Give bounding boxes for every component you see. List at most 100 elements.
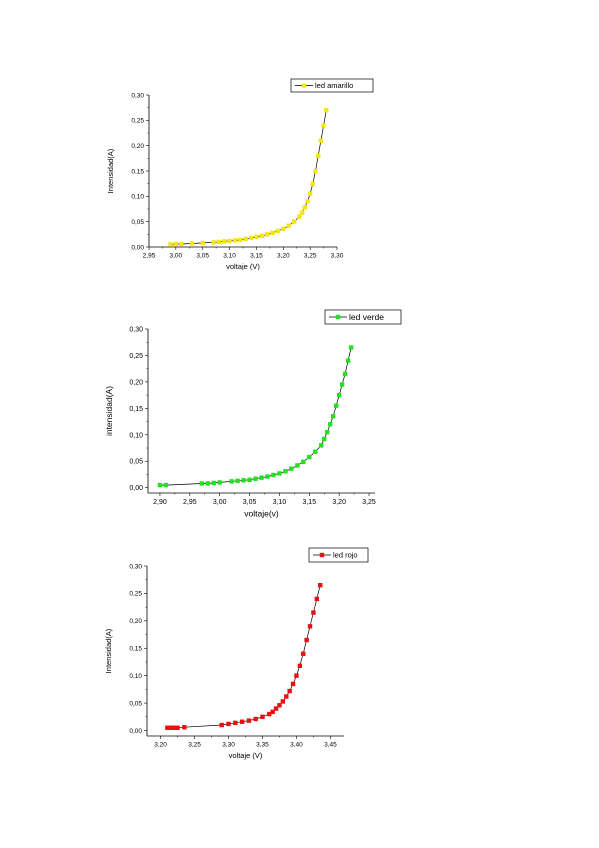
legend-box bbox=[290, 78, 374, 93]
x-tick-label: 3,05 bbox=[196, 253, 209, 260]
data-point bbox=[327, 422, 333, 427]
data-point bbox=[246, 718, 252, 723]
data-point bbox=[168, 725, 173, 730]
y-tick-label: 0,30 bbox=[129, 326, 143, 333]
x-tick-label: 3,25 bbox=[304, 253, 317, 260]
y-tick-label: 0,20 bbox=[131, 143, 144, 150]
x-tick-label: 2,90 bbox=[153, 499, 167, 506]
y-tick-label: 0,15 bbox=[131, 168, 144, 175]
y-tick-label: 0,20 bbox=[129, 379, 143, 386]
data-point bbox=[319, 443, 324, 448]
x-tick-label: 3,00 bbox=[213, 499, 227, 506]
data-point bbox=[265, 474, 270, 479]
x-axis-label: voltaje (V) bbox=[229, 751, 263, 760]
data-point bbox=[318, 138, 324, 143]
data-point bbox=[318, 582, 323, 588]
legend-marker bbox=[319, 552, 325, 558]
x-tick-label: 3,00 bbox=[170, 253, 183, 260]
data-point bbox=[229, 479, 234, 484]
series-line bbox=[167, 585, 321, 729]
data-point bbox=[232, 238, 238, 243]
x-axis-label: voltaje(v) bbox=[244, 509, 279, 519]
data-point bbox=[163, 482, 169, 488]
data-point bbox=[205, 481, 210, 486]
x-tick-label: 2,95 bbox=[183, 499, 197, 506]
data-point bbox=[175, 725, 180, 730]
data-point bbox=[307, 454, 312, 460]
data-point bbox=[307, 624, 313, 629]
data-point bbox=[267, 711, 272, 717]
data-point bbox=[189, 241, 195, 246]
data-point bbox=[330, 414, 336, 419]
x-tick-label: 3,05 bbox=[243, 499, 257, 506]
data-point bbox=[165, 725, 170, 730]
data-point bbox=[248, 235, 254, 241]
data-point bbox=[281, 226, 286, 231]
data-point bbox=[216, 239, 222, 245]
x-tick-label: 3,10 bbox=[273, 499, 287, 506]
data-point bbox=[325, 429, 330, 435]
x-tick-label: 3,10 bbox=[223, 253, 236, 260]
data-point bbox=[275, 228, 281, 233]
y-tick-label: 0,30 bbox=[131, 92, 144, 99]
data-point bbox=[270, 230, 275, 236]
data-point bbox=[199, 481, 204, 486]
data-point bbox=[321, 123, 326, 128]
data-point bbox=[297, 663, 303, 669]
legend-box bbox=[324, 309, 402, 325]
data-point bbox=[235, 478, 240, 484]
data-point bbox=[277, 703, 282, 708]
y-tick-label: 0,30 bbox=[129, 563, 142, 570]
legend-label: led rojo bbox=[333, 551, 358, 560]
data-point bbox=[264, 232, 270, 237]
data-point bbox=[295, 463, 300, 468]
x-tick-label: 3,20 bbox=[154, 742, 167, 749]
data-point bbox=[247, 477, 252, 482]
x-tick-label: 2,95 bbox=[143, 253, 156, 260]
data-point bbox=[200, 240, 205, 246]
y-tick-label: 0,05 bbox=[131, 219, 144, 226]
data-point bbox=[290, 681, 296, 687]
data-point bbox=[304, 637, 309, 643]
data-point bbox=[342, 371, 348, 377]
x-tick-label: 3,30 bbox=[222, 742, 235, 749]
data-point bbox=[253, 476, 258, 481]
data-point bbox=[301, 459, 306, 464]
data-point bbox=[339, 382, 345, 387]
data-point bbox=[227, 238, 232, 244]
data-point bbox=[259, 475, 264, 480]
data-point bbox=[211, 480, 216, 486]
chart-led-amarillo: 2,95 3,00 3,05 3,10 3,15 3,20 3,25 3,30 0,00 0,05… bbox=[0, 70, 599, 271]
data-point bbox=[291, 219, 297, 224]
y-axis-label: intensidad(A) bbox=[104, 386, 114, 436]
y-tick-label: 0,25 bbox=[129, 353, 143, 360]
x-tick-label: 3,15 bbox=[250, 253, 263, 260]
series-line bbox=[170, 110, 327, 245]
y-tick-label: 0,25 bbox=[131, 118, 144, 125]
data-point bbox=[336, 392, 342, 398]
data-point bbox=[273, 706, 279, 711]
y-tick-label: 0,00 bbox=[131, 244, 144, 251]
x-tick-label: 3,20 bbox=[277, 253, 290, 260]
x-tick-label: 3,20 bbox=[332, 499, 346, 506]
data-point bbox=[294, 673, 299, 678]
data-point bbox=[260, 714, 265, 720]
data-point bbox=[313, 168, 318, 174]
y-tick-label: 0,15 bbox=[129, 406, 143, 413]
data-point bbox=[280, 699, 286, 704]
legend-marker bbox=[301, 83, 307, 88]
data-point bbox=[322, 436, 327, 442]
data-point bbox=[284, 694, 289, 699]
y-tick-label: 0,10 bbox=[129, 673, 142, 680]
data-point bbox=[259, 233, 264, 239]
x-tick-label: 3,45 bbox=[324, 742, 337, 749]
x-axis-label: voltaje (V) bbox=[226, 262, 260, 270]
y-tick-label: 0,10 bbox=[129, 432, 143, 439]
data-point bbox=[271, 472, 276, 478]
x-tick-label: 3,40 bbox=[290, 742, 303, 749]
y-tick-label: 0,05 bbox=[129, 459, 143, 466]
y-tick-label: 0,05 bbox=[129, 700, 142, 707]
data-point bbox=[270, 709, 275, 715]
y-tick-label: 0,10 bbox=[131, 194, 144, 201]
series-line bbox=[159, 347, 352, 486]
